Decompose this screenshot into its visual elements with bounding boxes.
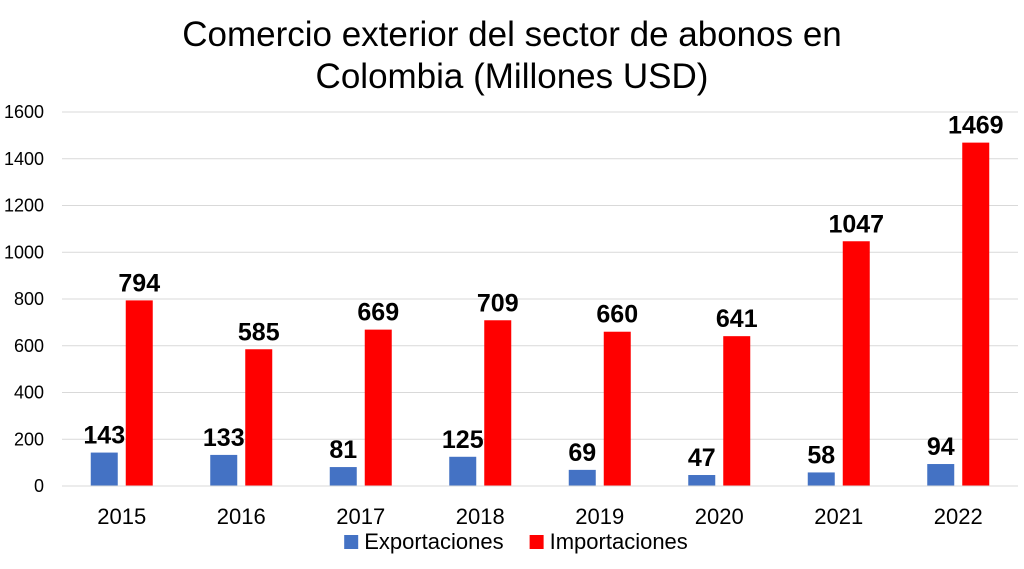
bars — [90, 142, 990, 486]
y-tick-label: 1000 — [4, 242, 44, 262]
x-tick-label-2016: 2016 — [217, 504, 266, 529]
legend-swatch-importaciones — [529, 535, 544, 549]
data-label-exportaciones-2021: 58 — [807, 441, 835, 469]
y-tick-label: 800 — [14, 289, 44, 309]
x-tick-label-2015: 2015 — [97, 504, 146, 529]
legend-item-exportaciones: Exportaciones — [344, 529, 504, 554]
x-tick-label-2021: 2021 — [814, 504, 863, 529]
legend: Exportaciones Importaciones — [344, 529, 688, 554]
x-tick-label-2017: 2017 — [336, 504, 385, 529]
data-label-importaciones-2019: 660 — [596, 301, 638, 329]
y-axis: 0 200 400 600 800 1000 1200 1400 1600 — [4, 102, 44, 496]
gridlines — [62, 111, 1018, 440]
x-axis: 2015 2016 2017 2018 2019 2020 2021 2022 — [62, 485, 1018, 529]
data-label-exportaciones-2020: 47 — [688, 444, 716, 472]
y-tick-label: 400 — [14, 383, 44, 403]
bar-importaciones-2016 — [245, 349, 273, 486]
bar-importaciones-2019 — [603, 331, 631, 486]
data-label-exportaciones-2015: 143 — [83, 422, 125, 450]
legend-label-exportaciones: Exportaciones — [364, 529, 503, 554]
data-label-exportaciones-2022: 94 — [927, 433, 955, 461]
bar-importaciones-2017 — [364, 329, 392, 486]
bar-importaciones-2015 — [125, 300, 153, 486]
data-label-exportaciones-2018: 125 — [442, 426, 484, 454]
y-tick-label: 1600 — [4, 102, 44, 122]
bar-exportaciones-2019 — [568, 469, 596, 486]
data-label-exportaciones-2017: 81 — [329, 436, 357, 464]
data-label-importaciones-2021: 1047 — [828, 210, 884, 238]
data-label-importaciones-2022: 1469 — [948, 112, 1004, 140]
legend-swatch-exportaciones — [344, 535, 359, 549]
chart-title-line-1: Comercio exterior del sector de abonos e… — [182, 15, 842, 54]
data-label-importaciones-2015: 794 — [118, 269, 160, 297]
data-label-importaciones-2017: 669 — [357, 299, 399, 327]
data-label-importaciones-2016: 585 — [238, 318, 280, 346]
y-tick-label: 1400 — [4, 149, 44, 169]
bar-importaciones-2018 — [484, 320, 512, 486]
legend-label-importaciones: Importaciones — [550, 529, 688, 554]
y-tick-label: 1200 — [4, 196, 44, 216]
x-tick-label-2022: 2022 — [934, 504, 983, 529]
bar-exportaciones-2020 — [688, 475, 716, 486]
data-label-importaciones-2020: 641 — [716, 305, 758, 333]
chart-title-line-2: Colombia (Millones USD) — [315, 57, 709, 96]
x-tick-label-2018: 2018 — [456, 504, 505, 529]
x-tick-label-2020: 2020 — [695, 504, 744, 529]
bar-importaciones-2020 — [723, 336, 751, 486]
bar-exportaciones-2018 — [449, 456, 477, 486]
data-labels: 143 794 133 585 81 669 125 709 69 660 47 641 58 1047 9… — [83, 112, 1003, 472]
data-label-importaciones-2018: 709 — [477, 289, 519, 317]
bar-importaciones-2021 — [842, 241, 870, 486]
bar-exportaciones-2015 — [90, 452, 118, 486]
data-label-exportaciones-2019: 69 — [568, 439, 596, 467]
legend-item-importaciones: Importaciones — [529, 529, 688, 554]
y-tick-label: 200 — [14, 429, 44, 449]
data-label-exportaciones-2016: 133 — [203, 424, 245, 452]
bar-exportaciones-2021 — [807, 472, 835, 486]
bar-exportaciones-2016 — [210, 454, 238, 486]
bar-exportaciones-2017 — [329, 467, 357, 486]
y-tick-label: 0 — [34, 476, 44, 496]
y-tick-label: 600 — [14, 336, 44, 356]
bar-importaciones-2022 — [962, 142, 990, 486]
chart-title: Comercio exterior del sector de abonos e… — [0, 14, 1024, 98]
bar-exportaciones-2022 — [927, 464, 955, 486]
x-tick-label-2019: 2019 — [575, 504, 624, 529]
